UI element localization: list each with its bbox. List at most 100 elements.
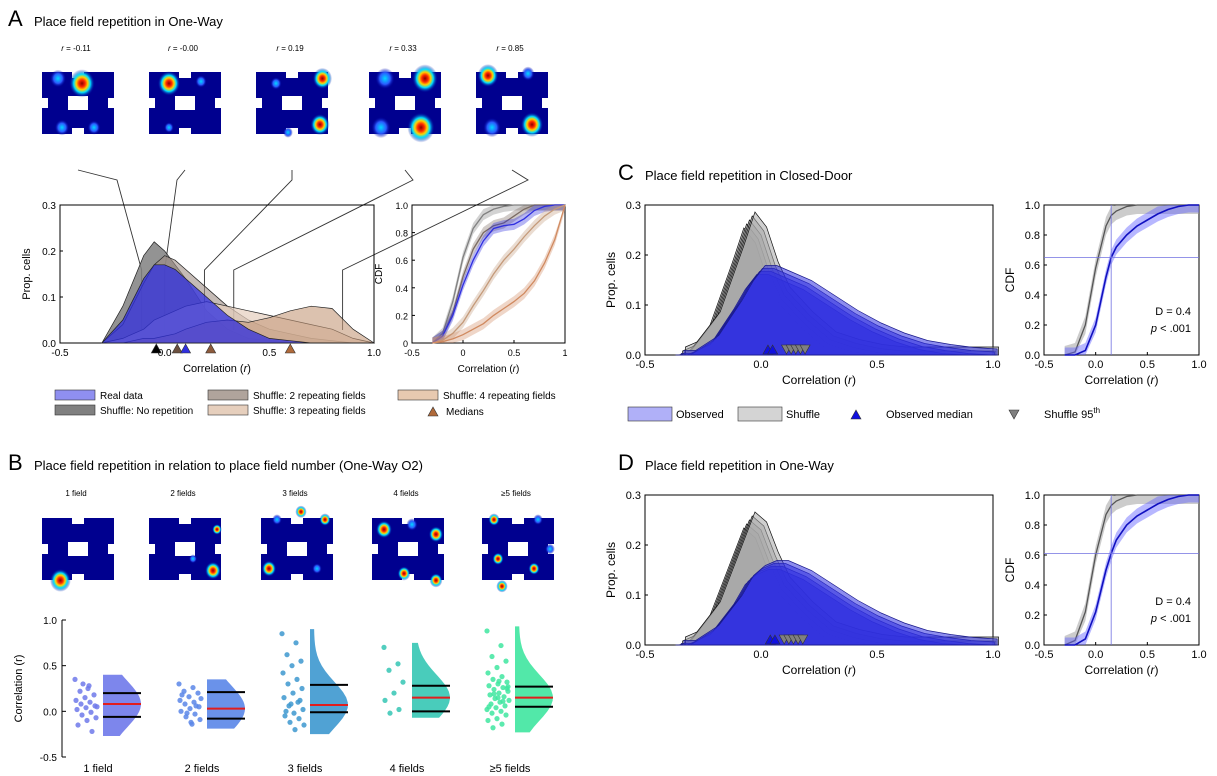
y-tick-label: 0.0 xyxy=(626,640,641,652)
data-point xyxy=(506,697,512,703)
data-point xyxy=(500,684,506,691)
correlation-label: r = 0.19 xyxy=(276,44,304,53)
field-count-label: 4 fields xyxy=(393,489,418,498)
stat-p: p < .001 xyxy=(1150,323,1191,335)
firing-field xyxy=(492,552,504,565)
y-tick-label: 0.2 xyxy=(1025,320,1040,332)
firing-field xyxy=(50,69,66,88)
panel-c-title: Place field repetition in Closed-Door xyxy=(645,168,853,183)
correlation-label: r = -0.11 xyxy=(61,44,91,53)
y-tick-label: 0.2 xyxy=(42,247,56,258)
data-point xyxy=(395,661,401,667)
data-point xyxy=(505,684,511,690)
data-point xyxy=(485,670,491,676)
legend-label: Real data xyxy=(100,391,143,402)
data-point xyxy=(184,710,190,716)
place-map xyxy=(372,518,444,588)
data-point xyxy=(489,653,495,660)
data-point xyxy=(84,717,90,724)
x-axis-label: Correlation (r) xyxy=(782,373,856,387)
firing-field xyxy=(205,561,221,580)
firing-field xyxy=(375,67,395,90)
x-tick-label: 0.5 xyxy=(869,359,884,371)
legend-swatch xyxy=(207,404,249,416)
data-point xyxy=(381,644,387,651)
data-point xyxy=(179,692,185,698)
half-violin xyxy=(207,679,245,729)
median-marker xyxy=(171,343,183,354)
data-point xyxy=(88,709,94,715)
data-point xyxy=(386,667,392,673)
firing-field xyxy=(533,514,543,525)
data-point xyxy=(485,717,491,724)
density-area xyxy=(101,264,374,344)
data-point xyxy=(487,692,493,698)
data-point xyxy=(193,703,199,709)
place-map xyxy=(476,64,548,138)
legend-label: Shuffle: 4 repeating fields xyxy=(443,391,556,402)
firing-field xyxy=(189,554,197,564)
data-point xyxy=(294,676,300,682)
y-axis-label: Correlation (r) xyxy=(13,655,25,723)
field-count-label: 2 fields xyxy=(170,489,195,498)
x-tick-label: 0.0 xyxy=(753,649,768,661)
place-map xyxy=(149,71,221,134)
data-point xyxy=(491,686,497,693)
y-tick-label: 1.0 xyxy=(1025,200,1040,212)
data-point xyxy=(72,676,78,682)
legend-swatch xyxy=(397,389,439,401)
legend-label: Shuffle: No repetition xyxy=(100,406,193,417)
data-point xyxy=(189,721,195,727)
observed-cdf-band xyxy=(1064,205,1199,355)
y-tick-label: 0.3 xyxy=(626,490,641,502)
firing-field xyxy=(397,566,411,581)
cdf-band xyxy=(432,205,565,343)
y-tick-label: 1.0 xyxy=(1025,490,1040,502)
y-tick-label: 0.1 xyxy=(626,300,641,312)
firing-field xyxy=(521,66,535,81)
field-count-label: 1 field xyxy=(65,489,86,498)
data-point xyxy=(501,694,507,700)
legend-swatch xyxy=(54,389,96,401)
firing-field xyxy=(272,514,282,525)
y-tick-label: 0.8 xyxy=(1025,520,1040,532)
data-point xyxy=(498,642,504,649)
legend-label: Medians xyxy=(446,407,484,418)
x-tick-label: 1.0 xyxy=(985,359,1000,371)
place-map xyxy=(369,64,441,143)
legend-label: Shuffle: 3 repeating fields xyxy=(253,406,366,417)
shuffle-cdf-band xyxy=(1064,205,1199,355)
data-point xyxy=(178,708,184,714)
firing-field xyxy=(407,112,435,143)
panel-a-letter: A xyxy=(8,6,23,31)
x-tick-label: 1.0 xyxy=(1191,359,1206,371)
x-tick-label: 0.0 xyxy=(1088,649,1103,661)
x-tick-label: -0.5 xyxy=(636,359,655,371)
panel-a: A Place field repetition in One-Way r = … xyxy=(8,6,568,418)
data-point xyxy=(279,631,285,637)
data-point xyxy=(491,691,497,697)
data-point xyxy=(387,710,393,716)
panel-b-raincloud-plot: -0.5 0.0 0.5 1.0 Correlation (r) 1 field 2 fie… xyxy=(13,616,553,775)
data-point xyxy=(177,697,183,703)
panel-d-title: Place field repetition in One-Way xyxy=(645,458,834,473)
data-point xyxy=(283,708,289,714)
y-tick-label: 1.0 xyxy=(395,201,408,211)
y-axis-label: CDF xyxy=(1003,268,1017,293)
firing-field xyxy=(87,120,101,135)
data-point xyxy=(176,681,182,687)
category-label: ≥5 fields xyxy=(490,763,531,775)
median-marker xyxy=(180,343,192,354)
firing-field xyxy=(157,71,181,96)
data-point xyxy=(489,710,495,716)
legend-swatch xyxy=(54,404,96,416)
maze-background xyxy=(482,518,554,580)
half-violin xyxy=(515,626,553,733)
median-marker xyxy=(284,343,296,354)
data-point xyxy=(496,678,502,684)
maze-background xyxy=(42,518,114,580)
data-point xyxy=(298,658,304,664)
legend-label: Shuffle: 2 repeating fields xyxy=(253,391,366,402)
